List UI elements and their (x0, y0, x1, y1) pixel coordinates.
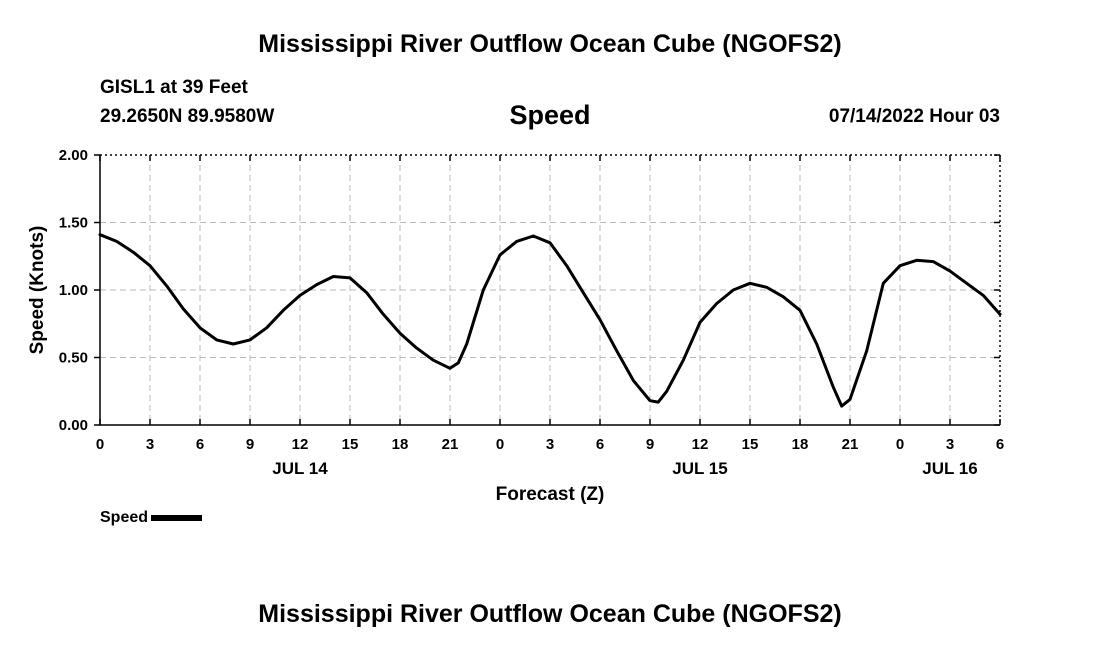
x-tick-label: 3 (946, 436, 954, 453)
y-tick-label: 2.00 (59, 147, 88, 164)
x-tick-label: 3 (546, 436, 554, 453)
x-tick-label: 3 (146, 436, 154, 453)
variable-title: Speed (509, 100, 591, 130)
coordinates-label: 29.2650N 89.9580W (100, 106, 275, 127)
y-tick-label: 1.00 (59, 282, 88, 299)
x-tick-label: 21 (842, 436, 859, 453)
day-label: JUL 14 (272, 459, 328, 478)
x-tick-label: 12 (292, 436, 309, 453)
x-tick-label: 18 (392, 436, 409, 453)
x-tick-label: 6 (196, 436, 204, 453)
x-tick-label: 9 (246, 436, 254, 453)
x-tick-label: 9 (646, 436, 654, 453)
x-tick-label: 15 (342, 436, 359, 453)
x-tick-label: 0 (96, 436, 104, 453)
x-tick-label: 0 (496, 436, 504, 453)
y-tick-label: 1.50 (59, 215, 88, 232)
series-layer (98, 233, 1002, 408)
station-label: GISL1 at 39 Feet (100, 77, 248, 98)
x-tick-label: 6 (596, 436, 604, 453)
x-tick-label: 15 (742, 436, 759, 453)
x-tick-label: 0 (896, 436, 904, 453)
speed-chart: 0 3 6 9 12 15 18 21 0 3 6 9 12 15 18 21 0 3 6 0.00 0.50 1.00 1… (27, 147, 1004, 505)
legend-swatch (151, 515, 203, 521)
legend-label: Speed (100, 509, 149, 526)
x-tick-label: 6 (996, 436, 1004, 453)
day-label: JUL 16 (922, 459, 977, 478)
datetime-label: 07/14/2022 Hour 03 (828, 106, 1000, 127)
tick-layer (94, 154, 1001, 426)
day-label: JUL 15 (672, 459, 727, 478)
x-tick-label: 12 (692, 436, 709, 453)
legend: Speed (100, 509, 203, 527)
x-axis-title: Forecast (Z) (496, 484, 605, 505)
x-tick-label: 21 (442, 436, 459, 453)
y-tick-label: 0.00 (59, 417, 88, 434)
y-tick-label: 0.50 (59, 350, 88, 367)
footer-title: Mississippi River Outflow Ocean Cube (NG… (258, 600, 842, 628)
grid-layer (100, 155, 1000, 425)
series-line-speed (98, 233, 1002, 408)
y-axis-title: Speed (Knots) (27, 226, 48, 355)
x-tick-label: 18 (792, 436, 809, 453)
label-layer: 0 3 6 9 12 15 18 21 0 3 6 9 12 15 18 21 0 3 6 0.00 0.50 1.00 1… (59, 147, 1004, 478)
chart-title: Mississippi River Outflow Ocean Cube (NG… (258, 30, 842, 58)
